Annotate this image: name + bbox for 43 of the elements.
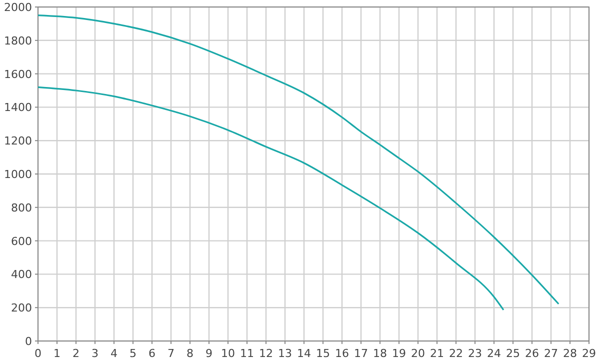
x-tick-label: 26 — [525, 347, 539, 360]
y-tick-label: 1800 — [4, 34, 32, 48]
x-tick-label: 19 — [392, 347, 406, 360]
y-tick-label: 2000 — [4, 1, 32, 14]
x-tick-label: 16 — [335, 347, 349, 360]
x-tick-label: 9 — [206, 347, 212, 360]
y-tick-label: 1000 — [4, 168, 32, 181]
y-tick-label: 200 — [11, 302, 32, 315]
x-tick-label: 3 — [92, 347, 98, 360]
x-tick-label: 11 — [240, 347, 254, 360]
x-tick-label: 21 — [430, 347, 444, 360]
x-tick-label: 17 — [354, 347, 368, 360]
y-tick-label: 400 — [11, 268, 32, 282]
x-tick-label: 8 — [186, 347, 194, 360]
x-tick-label: 14 — [297, 347, 311, 360]
y-tick-label: 0 — [25, 335, 32, 348]
x-tick-label: 4 — [110, 347, 118, 360]
y-tick-label: 600 — [11, 234, 32, 248]
x-tick-label: 24 — [487, 347, 501, 360]
y-tick-label: 1200 — [4, 134, 32, 148]
x-tick-label: 23 — [468, 347, 482, 360]
x-tick-label: 25 — [506, 347, 520, 360]
x-tick-label: 1 — [54, 347, 60, 360]
x-tick-label: 20 — [411, 347, 425, 360]
y-tick-label: 1400 — [4, 101, 32, 114]
x-tick-label: 15 — [316, 347, 330, 360]
x-tick-label: 27 — [544, 347, 558, 360]
y-tick-label: 1600 — [4, 68, 32, 81]
x-tick-label: 7 — [168, 347, 174, 360]
y-tick-label: 800 — [11, 201, 32, 214]
x-tick-label: 6 — [148, 347, 156, 360]
x-tick-label: 18 — [373, 347, 387, 360]
x-tick-label: 12 — [259, 347, 273, 360]
x-tick-label: 2 — [72, 347, 80, 360]
line-series — [37, 86, 504, 311]
x-tick-label: 13 — [278, 347, 292, 360]
x-tick-label: 0 — [34, 347, 42, 360]
x-tick-label: 22 — [449, 347, 463, 360]
x-tick-label: 28 — [563, 347, 577, 360]
line-series — [37, 14, 560, 305]
x-tick-label: 10 — [221, 347, 235, 360]
x-tick-label: 5 — [130, 347, 136, 360]
x-tick-label: 29 — [582, 347, 596, 360]
